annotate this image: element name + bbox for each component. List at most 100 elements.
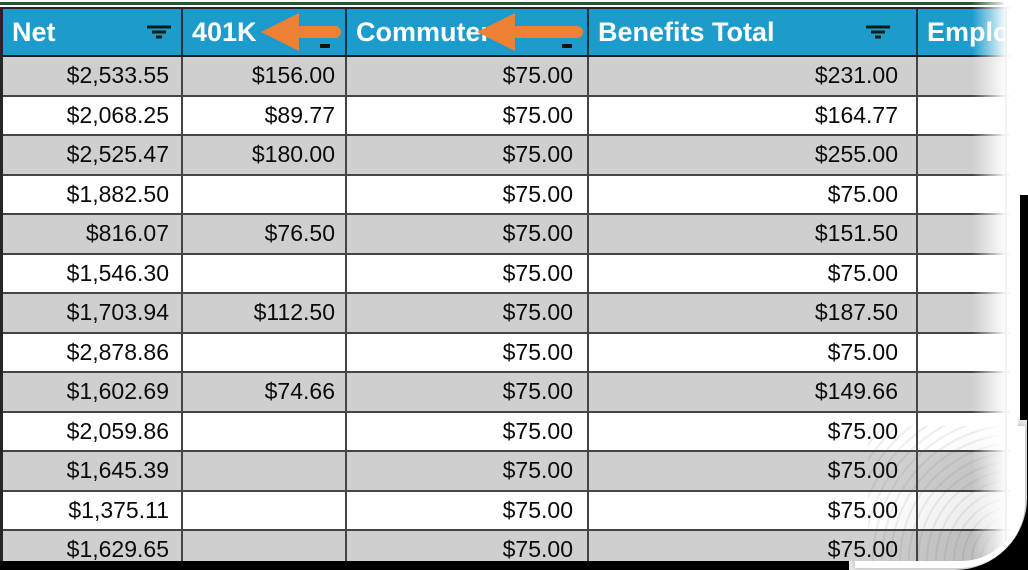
cell-commuter[interactable]: $75.00 [347, 412, 589, 450]
cell-commuter[interactable]: $75.00 [347, 373, 589, 411]
cell-commuter[interactable]: $75.00 [347, 452, 589, 490]
cell-k401[interactable]: $89.77 [183, 96, 347, 134]
cell-employee[interactable] [918, 175, 1007, 213]
cell-benefits[interactable]: $75.00 [589, 254, 918, 292]
cell-net[interactable]: $2,878.86 [3, 333, 183, 371]
cell-net[interactable]: $2,533.55 [3, 57, 183, 95]
table-row: $1,375.11 $75.00 $75.00 [3, 491, 1010, 531]
table-row: $2,533.55 $156.00 $75.00 $231.00 [3, 57, 1010, 97]
cell-benefits[interactable]: $75.00 [589, 412, 918, 450]
table-row: $2,525.47 $180.00 $75.00 $255.00 [3, 136, 1010, 176]
cell-commuter[interactable]: $75.00 [347, 294, 589, 332]
cell-k401[interactable] [183, 412, 347, 450]
cell-net[interactable]: $1,602.69 [3, 373, 183, 411]
cell-k401[interactable] [183, 254, 347, 292]
filter-icon-remnant-dash [320, 44, 330, 48]
column-header-commuter[interactable]: Commuter [347, 9, 589, 55]
column-header-label: Benefits Total [598, 16, 775, 47]
cell-employee[interactable] [918, 136, 1007, 174]
filter-icon[interactable] [866, 25, 890, 39]
cell-commuter[interactable]: $75.00 [347, 333, 589, 371]
cell-k401[interactable]: $76.50 [183, 215, 347, 253]
cell-net[interactable]: $2,059.86 [3, 412, 183, 450]
cell-benefits[interactable]: $75.00 [589, 531, 918, 561]
cell-benefits[interactable]: $151.50 [589, 215, 918, 253]
cell-employee[interactable] [918, 215, 1007, 253]
cell-employee[interactable] [918, 531, 1007, 561]
left-arrow-annotation-icon [261, 13, 341, 51]
column-header-employee[interactable]: Employee [918, 9, 1007, 55]
left-arrow-annotation-icon [477, 13, 583, 51]
column-header-label: Net [12, 16, 56, 47]
cell-k401[interactable] [183, 531, 347, 561]
cell-k401[interactable] [183, 452, 347, 490]
table-header-row: Net 401K Commuter Benefits Total Employee [3, 9, 1010, 57]
cell-net[interactable]: $1,882.50 [3, 175, 183, 213]
table-row: $2,068.25 $89.77 $75.00 $164.77 [3, 96, 1010, 136]
table-row: $1,546.30 $75.00 $75.00 [3, 254, 1010, 294]
cell-k401[interactable]: $156.00 [183, 57, 347, 95]
cell-net[interactable]: $816.07 [3, 215, 183, 253]
cell-k401[interactable]: $180.00 [183, 136, 347, 174]
cell-commuter[interactable]: $75.00 [347, 175, 589, 213]
column-header-k401[interactable]: 401K [183, 9, 347, 55]
cell-k401[interactable]: $112.50 [183, 294, 347, 332]
cell-benefits[interactable]: $149.66 [589, 373, 918, 411]
cell-commuter[interactable]: $75.00 [347, 531, 589, 561]
cell-k401[interactable] [183, 333, 347, 371]
cell-benefits[interactable]: $164.77 [589, 96, 918, 134]
black-right-edge [1020, 195, 1028, 570]
cell-benefits[interactable]: $255.00 [589, 136, 918, 174]
table-row: $816.07 $76.50 $75.00 $151.50 [3, 215, 1010, 255]
cell-employee[interactable] [918, 373, 1007, 411]
column-header-net[interactable]: Net [3, 9, 183, 55]
cell-net[interactable]: $2,525.47 [3, 136, 183, 174]
table-row: $2,059.86 $75.00 $75.00 [3, 412, 1010, 452]
cell-commuter[interactable]: $75.00 [347, 96, 589, 134]
column-header-benefits[interactable]: Benefits Total [589, 9, 918, 55]
cell-benefits[interactable]: $187.50 [589, 294, 918, 332]
cell-k401[interactable]: $74.66 [183, 373, 347, 411]
cell-commuter[interactable]: $75.00 [347, 491, 589, 529]
cell-benefits[interactable]: $231.00 [589, 57, 918, 95]
cell-commuter[interactable]: $75.00 [347, 215, 589, 253]
cell-employee[interactable] [918, 491, 1007, 529]
cell-net[interactable]: $1,629.65 [3, 531, 183, 561]
benefits-table: Net 401K Commuter Benefits Total Employee $2… [0, 7, 1010, 561]
cell-net[interactable]: $1,645.39 [3, 452, 183, 490]
cell-net[interactable]: $2,068.25 [3, 96, 183, 134]
table-row: $1,602.69 $74.66 $75.00 $149.66 [3, 373, 1010, 413]
cell-commuter[interactable]: $75.00 [347, 136, 589, 174]
cell-net[interactable]: $1,546.30 [3, 254, 183, 292]
column-header-label: 401K [192, 16, 257, 47]
table-body: $2,533.55 $156.00 $75.00 $231.00 $2,068.25 $8… [3, 57, 1010, 561]
cell-employee[interactable] [918, 57, 1007, 95]
cell-employee[interactable] [918, 254, 1007, 292]
cell-employee[interactable] [918, 294, 1007, 332]
cell-net[interactable]: $1,703.94 [3, 294, 183, 332]
table-row: $1,882.50 $75.00 $75.00 [3, 175, 1010, 215]
cell-benefits[interactable]: $75.00 [589, 491, 918, 529]
filter-icon-remnant-dash [562, 44, 572, 48]
filter-icon[interactable] [147, 25, 171, 39]
cell-k401[interactable] [183, 491, 347, 529]
table-row: $2,878.86 $75.00 $75.00 [3, 333, 1010, 373]
table-row: $1,629.65 $75.00 $75.00 [3, 531, 1010, 561]
cell-net[interactable]: $1,375.11 [3, 491, 183, 529]
cell-employee[interactable] [918, 96, 1007, 134]
cell-k401[interactable] [183, 175, 347, 213]
table-row: $1,645.39 $75.00 $75.00 [3, 452, 1010, 492]
column-header-label: Commuter [356, 16, 492, 47]
cell-commuter[interactable]: $75.00 [347, 57, 589, 95]
spreadsheet-page: Net 401K Commuter Benefits Total Employee $2… [0, 0, 1018, 561]
cell-employee[interactable] [918, 452, 1007, 490]
green-accent-line [0, 2, 1004, 5]
column-header-label: Employee [927, 16, 1005, 47]
cell-benefits[interactable]: $75.00 [589, 452, 918, 490]
cell-employee[interactable] [918, 412, 1007, 450]
cell-employee[interactable] [918, 333, 1007, 371]
cell-commuter[interactable]: $75.00 [347, 254, 589, 292]
cell-benefits[interactable]: $75.00 [589, 333, 918, 371]
cell-benefits[interactable]: $75.00 [589, 175, 918, 213]
